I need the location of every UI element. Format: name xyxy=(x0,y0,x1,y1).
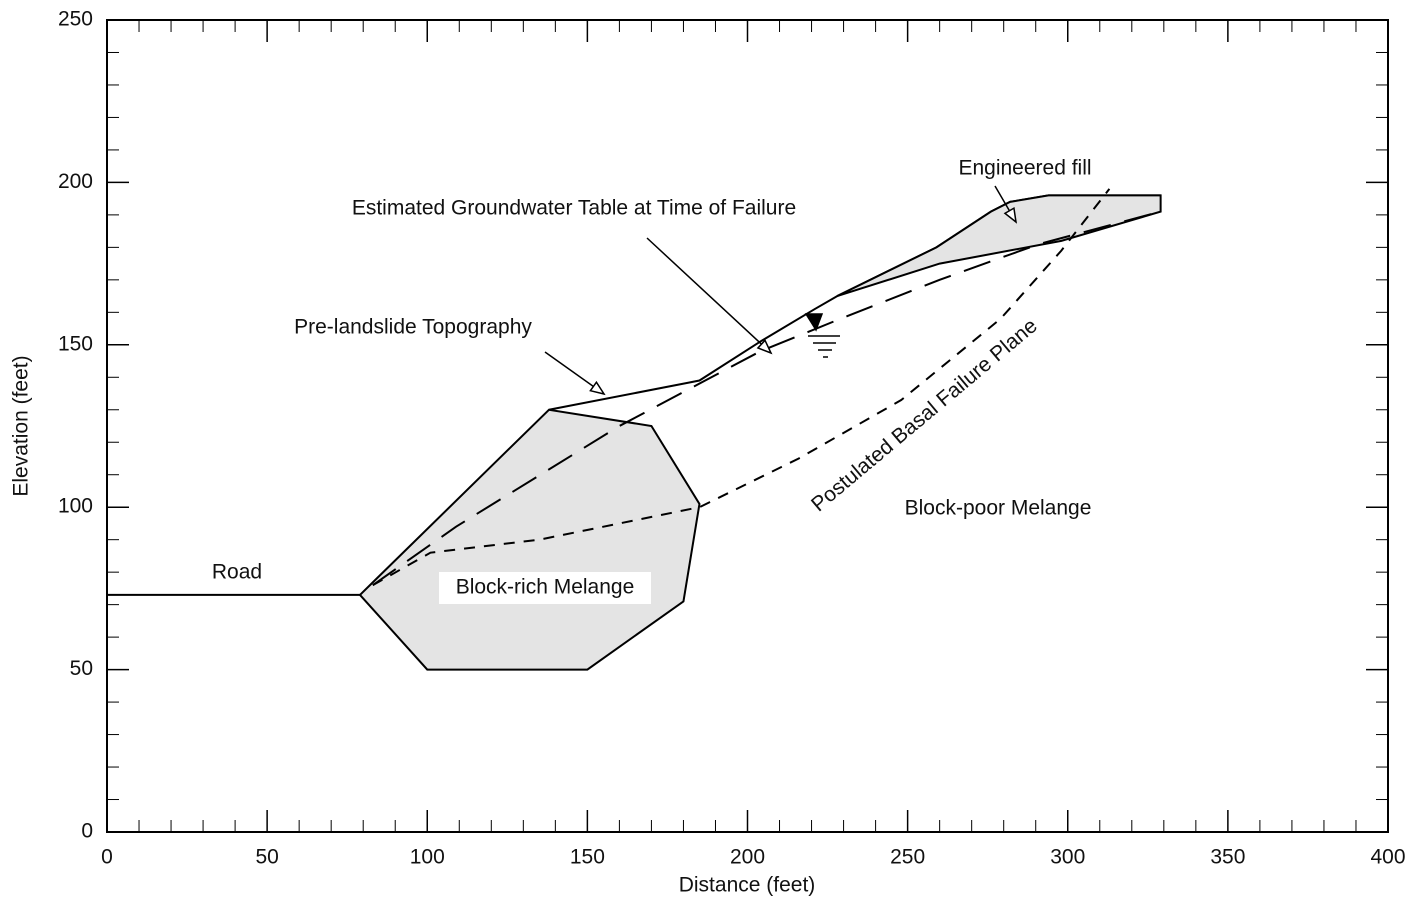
x-tick-label: 250 xyxy=(890,846,925,869)
y-tick-label: 100 xyxy=(58,495,93,518)
x-tick-label: 300 xyxy=(1050,846,1085,869)
annotation: Block-rich Melange xyxy=(456,576,635,599)
annotation-arrow xyxy=(647,238,771,353)
x-tick-label: 350 xyxy=(1210,846,1245,869)
annotation: Road xyxy=(212,561,262,584)
annotation: Postulated Basal Failure Plane xyxy=(807,314,1042,516)
annotation: Block-poor Melange xyxy=(905,497,1092,520)
area xyxy=(837,195,1160,296)
x-tick-label: 100 xyxy=(410,846,445,869)
x-tick-label: 0 xyxy=(101,846,113,869)
annotation: Pre-landslide Topography xyxy=(294,316,532,339)
x-tick-label: 50 xyxy=(255,846,278,869)
y-tick-label: 200 xyxy=(58,170,93,193)
plot-frame xyxy=(107,20,1388,832)
chart: Distance (feet) Elevation (feet) 0 50 100 1… xyxy=(0,0,1426,899)
annotation: Estimated Groundwater Table at Time of F… xyxy=(352,197,796,220)
y-tick-label: 150 xyxy=(58,332,93,355)
y-tick-label: 0 xyxy=(81,820,93,843)
x-tick-label: 400 xyxy=(1370,846,1405,869)
annotation: Engineered fill xyxy=(958,157,1091,180)
y-axis-label: Elevation (feet) xyxy=(10,355,33,496)
x-axis-label: Distance (feet) xyxy=(679,874,816,897)
x-tick-label: 150 xyxy=(570,846,605,869)
y-tick-label: 250 xyxy=(58,8,93,31)
y-tick-label: 50 xyxy=(70,657,93,680)
x-tick-label: 200 xyxy=(730,846,765,869)
arrow-head xyxy=(590,382,604,394)
area xyxy=(360,410,699,670)
water-table-symbol xyxy=(806,314,840,357)
